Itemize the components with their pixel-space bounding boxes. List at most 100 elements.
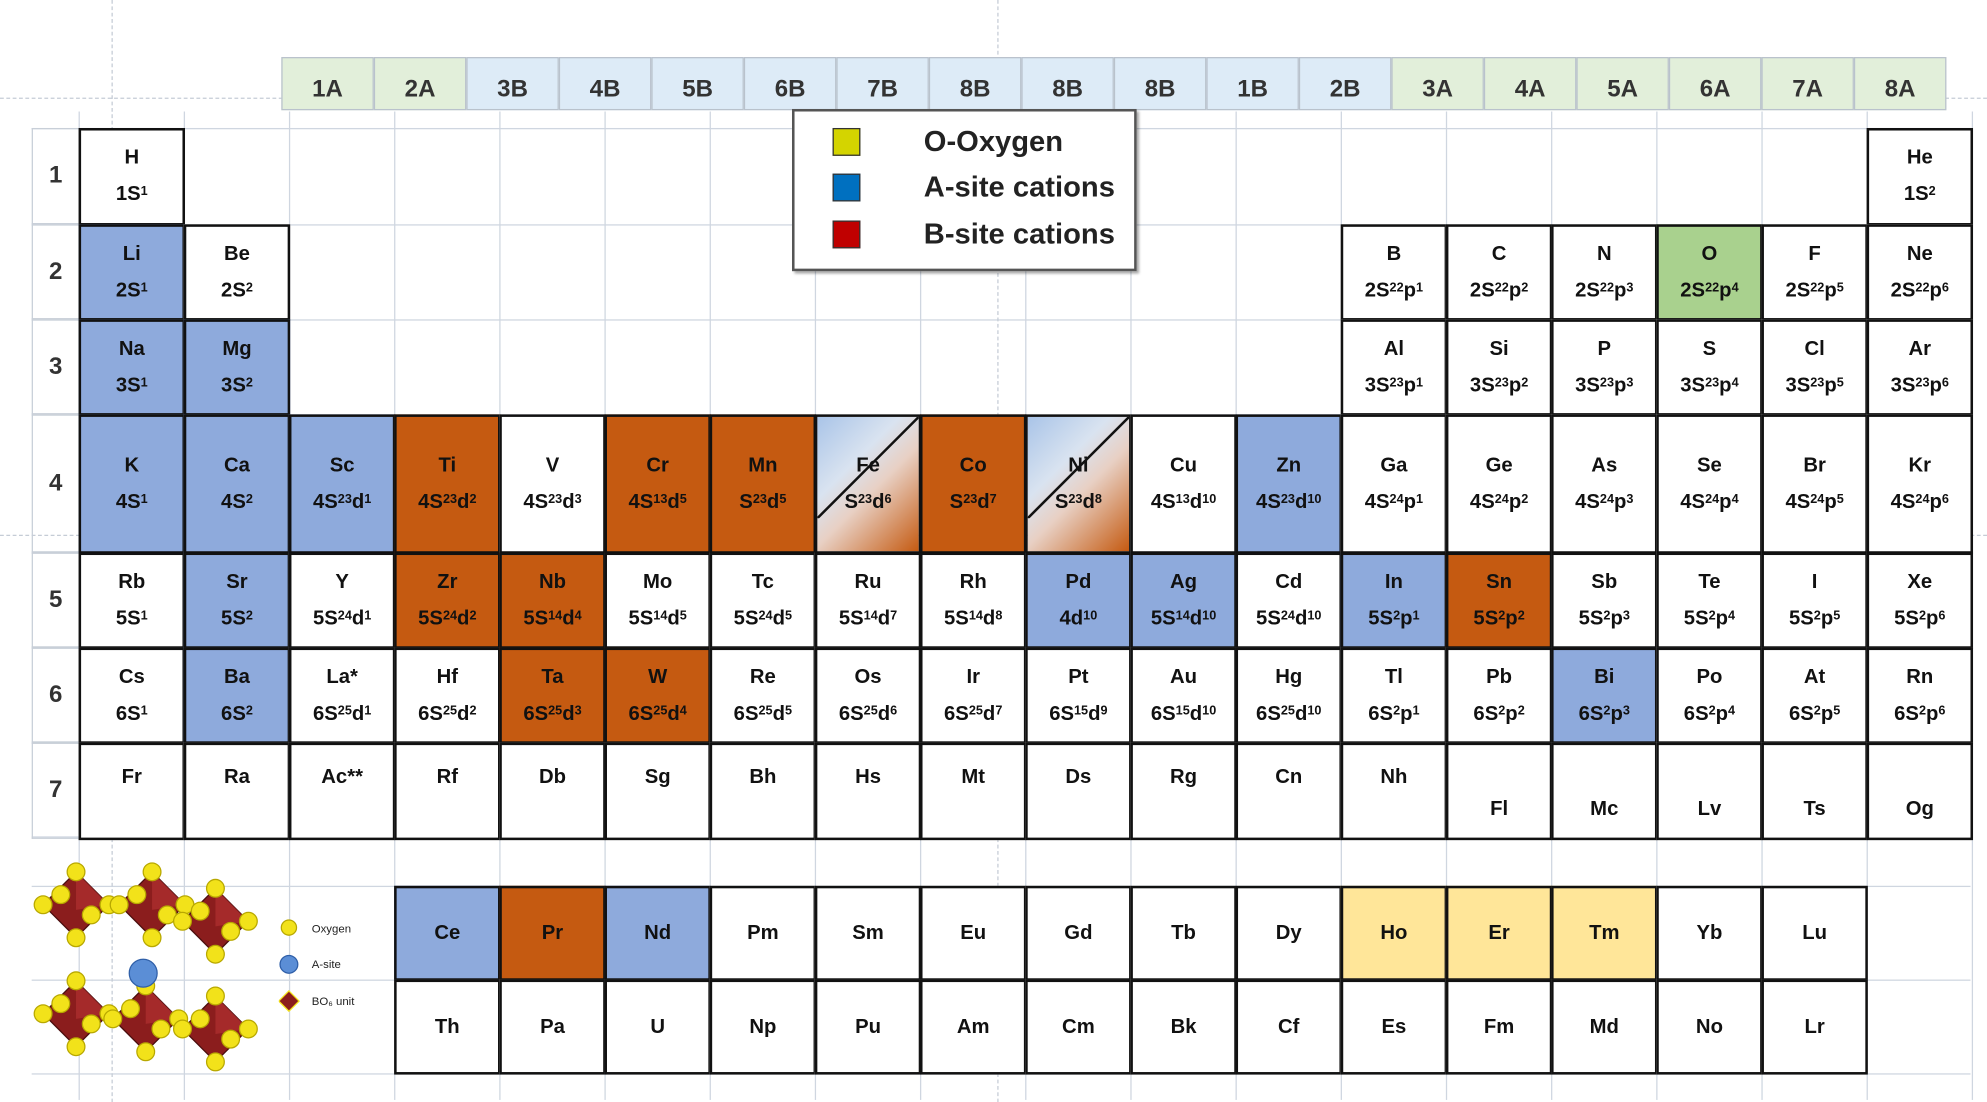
element-cell-bk[interactable]: Bk	[1130, 979, 1237, 1075]
element-cell-tc[interactable]: Tc 5S24d5	[709, 552, 817, 649]
element-cell-no[interactable]: No	[1656, 979, 1763, 1075]
element-cell-se[interactable]: Se 4S24p4	[1656, 414, 1763, 554]
element-cell-b[interactable]: B 2S22p1	[1340, 224, 1448, 321]
element-cell-tb[interactable]: Tb	[1130, 885, 1237, 981]
element-cell-ru[interactable]: Ru 5S14d7	[814, 552, 922, 649]
element-cell-mt[interactable]: Mt	[919, 742, 1027, 841]
element-cell-au[interactable]: Au 6S15d10	[1130, 647, 1237, 744]
element-cell-pm[interactable]: Pm	[709, 885, 817, 981]
element-cell-rg[interactable]: Rg	[1130, 742, 1237, 841]
element-cell-u[interactable]: U	[604, 979, 711, 1075]
element-cell-os[interactable]: Os 6S25d6	[814, 647, 922, 744]
element-cell-sg[interactable]: Sg	[604, 742, 711, 841]
element-cell-zr[interactable]: Zr 5S24d2	[394, 552, 501, 649]
element-cell-rh[interactable]: Rh 5S14d8	[919, 552, 1027, 649]
element-cell-fe[interactable]: Fe S23d6	[814, 414, 922, 554]
element-cell-mc[interactable]: Mc	[1551, 742, 1658, 841]
element-cell-ts[interactable]: Ts	[1761, 742, 1868, 841]
element-cell-pd[interactable]: Pd 4d10	[1025, 552, 1132, 649]
element-cell-y[interactable]: Y 5S24d1	[288, 552, 396, 649]
element-cell-ca[interactable]: Ca 4S2	[183, 414, 291, 554]
element-cell-rn[interactable]: Rn 6S2p6	[1866, 647, 1974, 744]
element-cell-pa[interactable]: Pa	[499, 979, 606, 1075]
element-cell-rf[interactable]: Rf	[394, 742, 501, 841]
element-cell-ga[interactable]: Ga 4S24p1	[1340, 414, 1448, 554]
element-cell-np[interactable]: Np	[709, 979, 817, 1075]
element-cell-c[interactable]: C 2S22p2	[1445, 224, 1553, 321]
element-cell-w[interactable]: W 6S25d4	[604, 647, 711, 744]
element-cell-ho[interactable]: Ho	[1340, 885, 1448, 981]
element-cell-ir[interactable]: Ir 6S25d7	[919, 647, 1027, 744]
element-cell-mg[interactable]: Mg 3S2	[183, 319, 291, 416]
element-cell-bi[interactable]: Bi 6S2p3	[1551, 647, 1658, 744]
element-cell-ra[interactable]: Ra	[183, 742, 291, 841]
element-cell-be[interactable]: Be 2S2	[183, 224, 291, 321]
element-cell-ge[interactable]: Ge 4S24p2	[1445, 414, 1553, 554]
element-cell-li[interactable]: Li 2S1	[78, 224, 186, 321]
element-cell-am[interactable]: Am	[919, 979, 1027, 1075]
element-cell-tl[interactable]: Tl 6S2p1	[1340, 647, 1448, 744]
element-cell-te[interactable]: Te 5S2p4	[1656, 552, 1763, 649]
element-cell-hg[interactable]: Hg 6S25d10	[1235, 647, 1342, 744]
element-cell-pb[interactable]: Pb 6S2p2	[1445, 647, 1553, 744]
element-cell-es[interactable]: Es	[1340, 979, 1448, 1075]
element-cell-ar[interactable]: Ar 3S23p6	[1866, 319, 1974, 416]
element-cell-s[interactable]: S 3S23p4	[1656, 319, 1763, 416]
element-cell-sb[interactable]: Sb 5S2p3	[1551, 552, 1658, 649]
element-cell-mn[interactable]: Mn S23d5	[709, 414, 817, 554]
element-cell-gd[interactable]: Gd	[1025, 885, 1132, 981]
element-cell-ne[interactable]: Ne 2S22p6	[1866, 224, 1974, 321]
element-cell-xe[interactable]: Xe 5S2p6	[1866, 552, 1974, 649]
element-cell-zn[interactable]: Zn 4S23d10	[1235, 414, 1342, 554]
element-cell-ni[interactable]: Ni S23d8	[1025, 414, 1132, 554]
element-cell-nh[interactable]: Nh	[1340, 742, 1448, 841]
element-cell-la[interactable]: La* 6S25d1	[288, 647, 396, 744]
element-cell-kr[interactable]: Kr 4S24p6	[1866, 414, 1974, 554]
element-cell-fl[interactable]: Fl	[1445, 742, 1553, 841]
element-cell-tm[interactable]: Tm	[1551, 885, 1658, 981]
element-cell-hs[interactable]: Hs	[814, 742, 922, 841]
element-cell-bh[interactable]: Bh	[709, 742, 817, 841]
element-cell-n[interactable]: N 2S22p3	[1551, 224, 1658, 321]
element-cell-lr[interactable]: Lr	[1761, 979, 1868, 1075]
element-cell-cs[interactable]: Cs 6S1	[78, 647, 186, 744]
element-cell-si[interactable]: Si 3S23p2	[1445, 319, 1553, 416]
element-cell-k[interactable]: K 4S1	[78, 414, 186, 554]
element-cell-cf[interactable]: Cf	[1235, 979, 1342, 1075]
element-cell-cu[interactable]: Cu 4S13d10	[1130, 414, 1237, 554]
element-cell-lv[interactable]: Lv	[1656, 742, 1763, 841]
element-cell-ta[interactable]: Ta 6S25d3	[499, 647, 606, 744]
element-cell-yb[interactable]: Yb	[1656, 885, 1763, 981]
element-cell-ba[interactable]: Ba 6S2	[183, 647, 291, 744]
element-cell-ti[interactable]: Ti 4S23d2	[394, 414, 501, 554]
element-cell-he[interactable]: He 1S2	[1866, 127, 1974, 226]
element-cell-i[interactable]: I 5S2p5	[1761, 552, 1868, 649]
element-cell-co[interactable]: Co S23d7	[919, 414, 1027, 554]
element-cell-nb[interactable]: Nb 5S14d4	[499, 552, 606, 649]
element-cell-v[interactable]: V 4S23d3	[499, 414, 606, 554]
element-cell-db[interactable]: Db	[499, 742, 606, 841]
element-cell-lu[interactable]: Lu	[1761, 885, 1868, 981]
element-cell-og[interactable]: Og	[1866, 742, 1974, 841]
element-cell-cl[interactable]: Cl 3S23p5	[1761, 319, 1868, 416]
element-cell-sn[interactable]: Sn 5S2p2	[1445, 552, 1553, 649]
element-cell-pt[interactable]: Pt 6S15d9	[1025, 647, 1132, 744]
element-cell-sr[interactable]: Sr 5S2	[183, 552, 291, 649]
element-cell-nd[interactable]: Nd	[604, 885, 711, 981]
element-cell-sm[interactable]: Sm	[814, 885, 922, 981]
element-cell-at[interactable]: At 6S2p5	[1761, 647, 1868, 744]
element-cell-in[interactable]: In 5S2p1	[1340, 552, 1448, 649]
element-cell-cd[interactable]: Cd 5S24d10	[1235, 552, 1342, 649]
element-cell-fm[interactable]: Fm	[1445, 979, 1553, 1075]
element-cell-ag[interactable]: Ag 5S14d10	[1130, 552, 1237, 649]
element-cell-pu[interactable]: Pu	[814, 979, 922, 1075]
element-cell-h[interactable]: H 1S1	[78, 127, 186, 226]
element-cell-cm[interactable]: Cm	[1025, 979, 1132, 1075]
element-cell-er[interactable]: Er	[1445, 885, 1553, 981]
element-cell-hf[interactable]: Hf 6S25d2	[394, 647, 501, 744]
element-cell-pr[interactable]: Pr	[499, 885, 606, 981]
element-cell-ce[interactable]: Ce	[394, 885, 501, 981]
element-cell-cr[interactable]: Cr 4S13d5	[604, 414, 711, 554]
element-cell-re[interactable]: Re 6S25d5	[709, 647, 817, 744]
element-cell-ds[interactable]: Ds	[1025, 742, 1132, 841]
